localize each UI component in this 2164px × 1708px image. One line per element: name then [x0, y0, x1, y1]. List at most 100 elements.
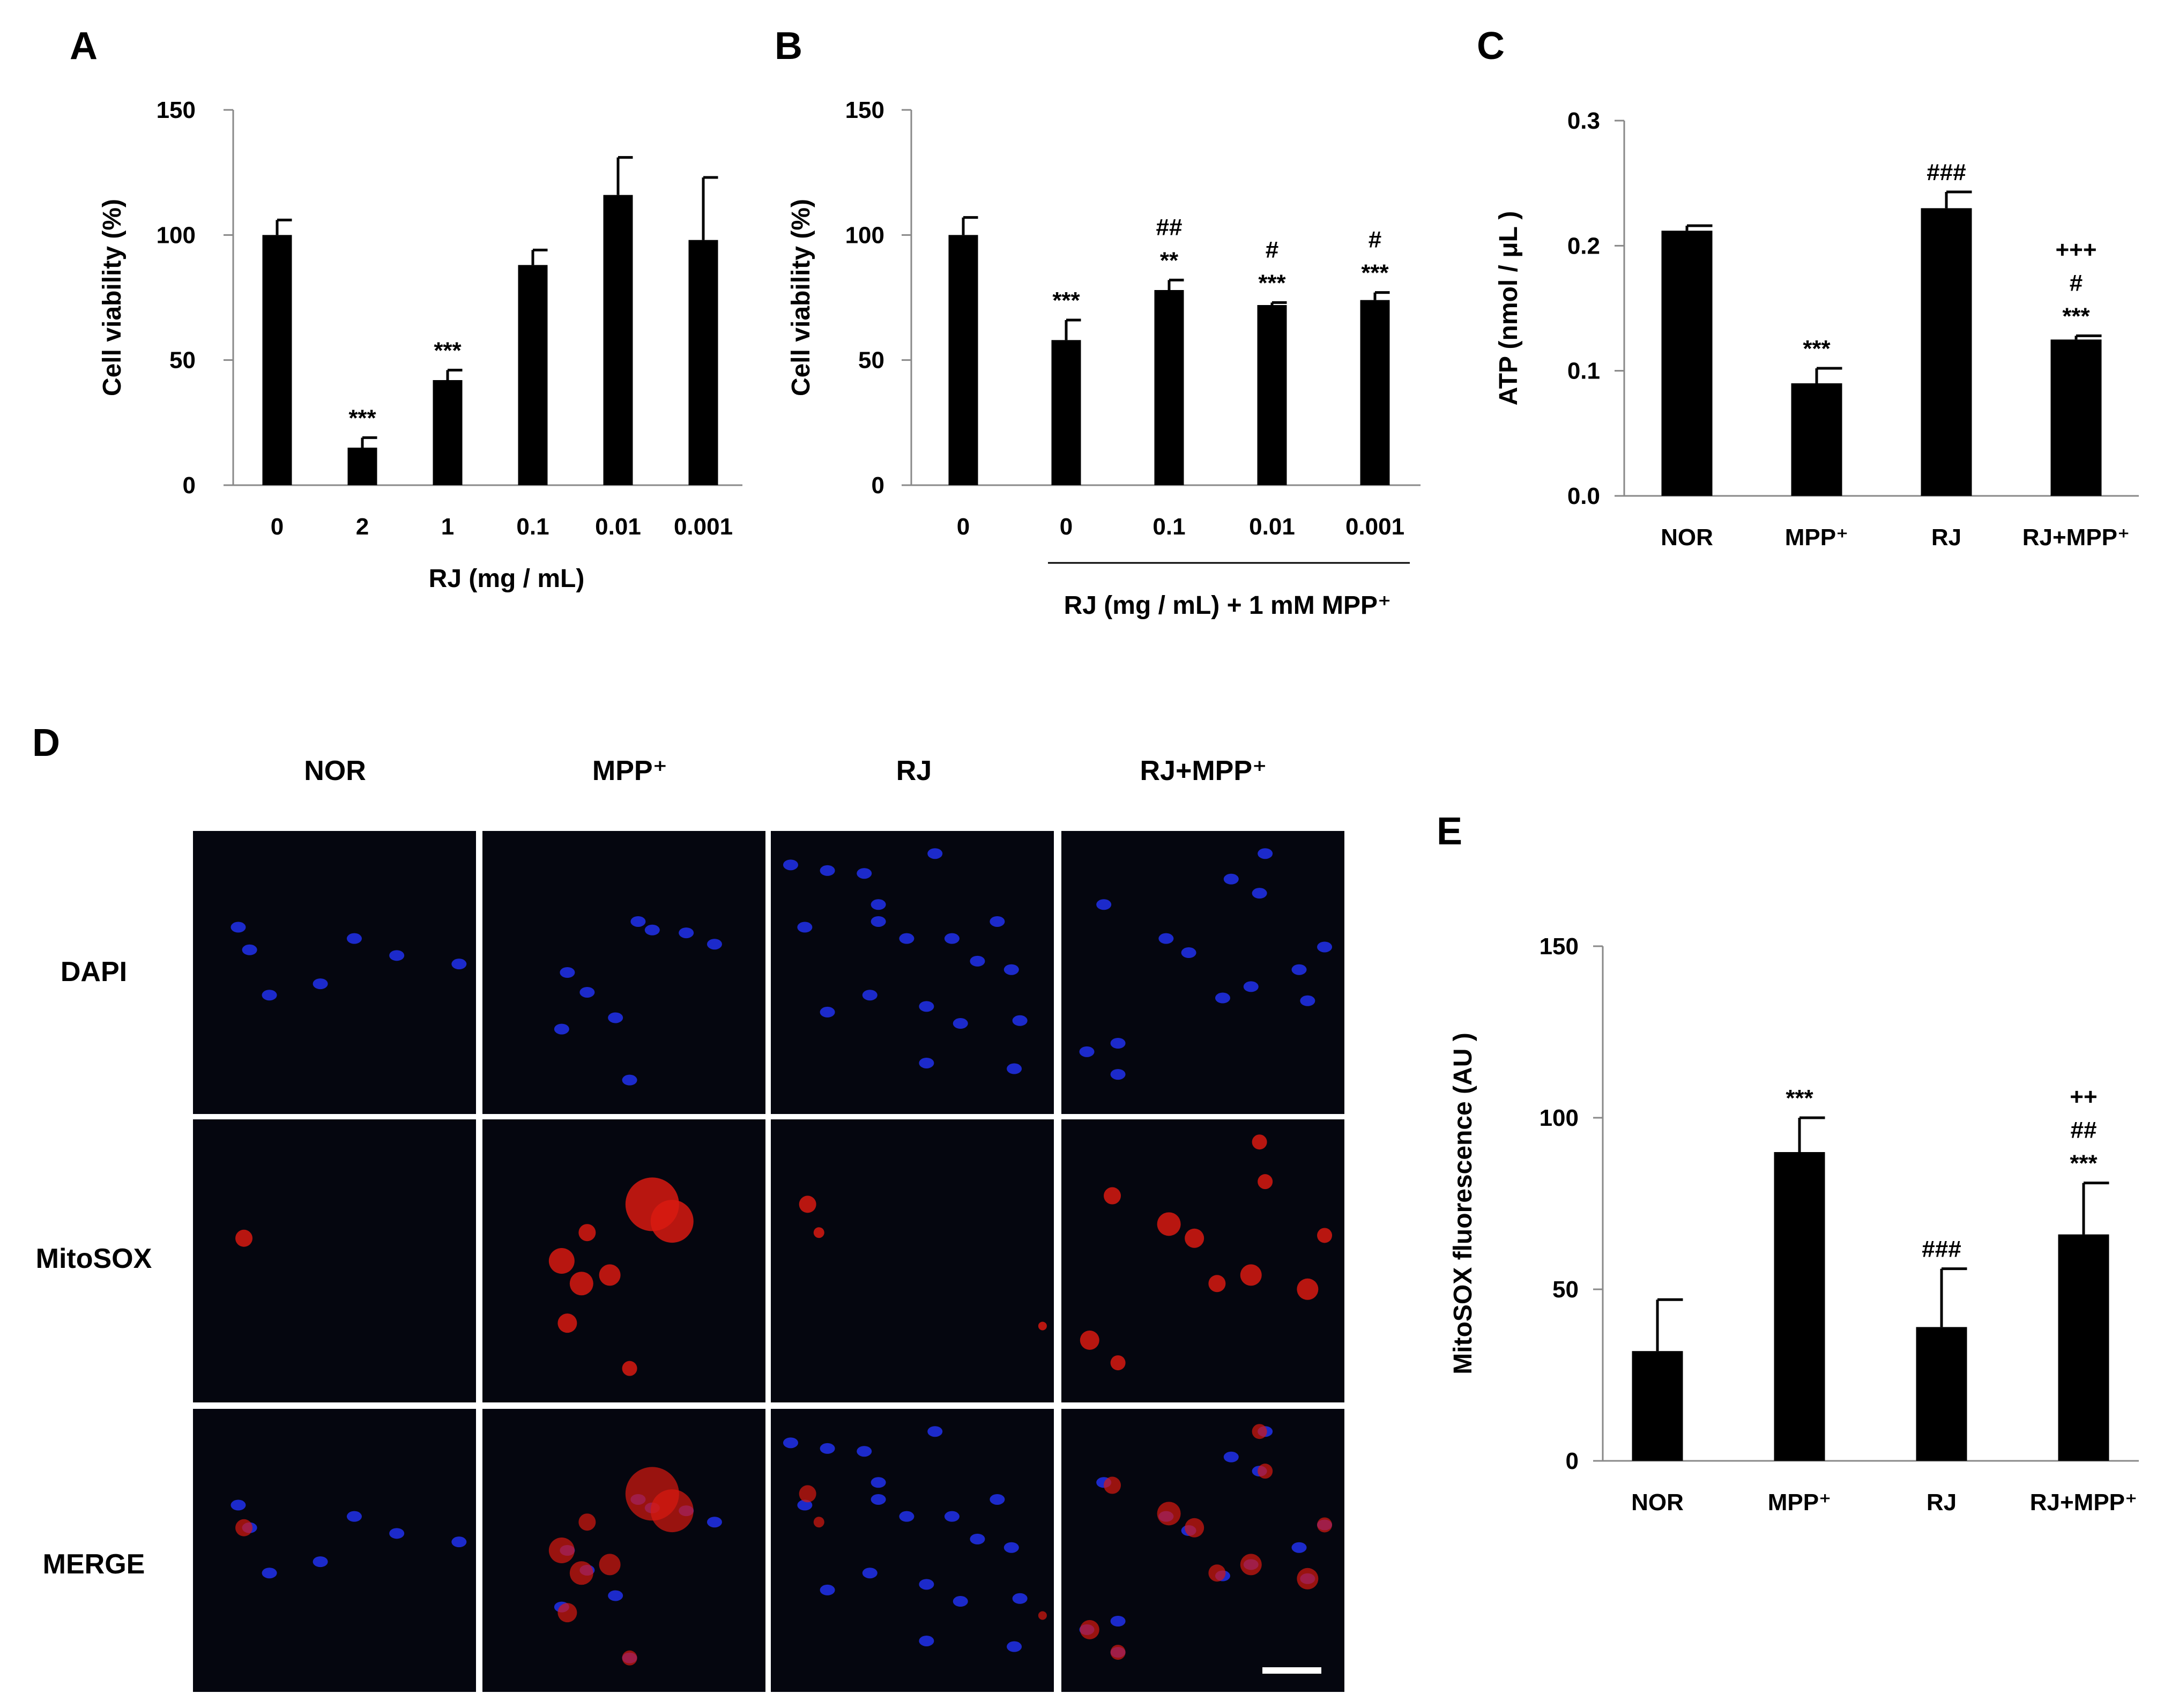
mitosox-signal: [1258, 1464, 1273, 1479]
mitosox-signal: [1185, 1518, 1204, 1538]
dapi-nucleus: [797, 1499, 813, 1511]
bar: [518, 265, 548, 485]
dapi-nucleus: [1096, 899, 1112, 910]
dapi-nucleus: [622, 1074, 637, 1086]
y-tick-label: 50: [858, 347, 884, 374]
dapi-nucleus: [1110, 1038, 1126, 1049]
dapi-nucleus: [560, 967, 575, 978]
dapi-nucleus: [1007, 1063, 1022, 1074]
mitosox-signal: [799, 1485, 816, 1503]
dapi-nucleus: [1223, 873, 1239, 885]
dapi-nucleus: [820, 1443, 835, 1454]
significance-mark: ###: [1922, 1236, 1961, 1263]
bar: [347, 448, 377, 485]
x-tick-label: RJ+MPP⁺: [2030, 1489, 2138, 1516]
dapi-nucleus: [1012, 1015, 1028, 1026]
mitosox-signal: [1038, 1611, 1047, 1620]
dapi-nucleus: [707, 1517, 722, 1528]
x-tick-label: 0: [957, 514, 970, 540]
dapi-nucleus: [1003, 964, 1019, 975]
x-tick-label: RJ+MPP⁺: [2022, 524, 2130, 551]
x-tick-label: RJ: [1931, 524, 1961, 551]
bar: [688, 240, 718, 485]
dapi-nucleus: [797, 922, 813, 933]
dapi-nucleus: [630, 916, 646, 927]
x-tick-label: MPP⁺: [1785, 524, 1849, 551]
significance-mark: +++: [2055, 236, 2096, 263]
x-tick-label: MPP⁺: [1768, 1489, 1832, 1516]
micrograph-column-label: MPP⁺: [592, 755, 667, 786]
bar: [1257, 305, 1287, 485]
dapi-nucleus: [451, 959, 467, 970]
micrograph-tiles: [193, 831, 1344, 1692]
dapi-nucleus: [262, 1568, 277, 1579]
dapi-nucleus: [1252, 888, 1267, 899]
dapi-nucleus: [927, 1426, 943, 1437]
mitosox-signal: [599, 1554, 621, 1576]
mitosox-signal: [813, 1227, 824, 1238]
y-tick-label: 0: [1566, 1448, 1579, 1474]
significance-mark: ***: [434, 337, 462, 363]
dapi-nucleus: [871, 1477, 886, 1488]
mitosox-signal: [569, 1272, 593, 1296]
y-tick-label: 50: [1552, 1276, 1579, 1303]
y-tick-label: 150: [157, 97, 196, 123]
micrograph-tile: [193, 1409, 476, 1692]
mitosox-signal: [1104, 1476, 1121, 1494]
mitosox-signal: [1080, 1620, 1099, 1639]
dapi-nucleus: [944, 1511, 960, 1522]
significance-mark: ##: [1156, 214, 1183, 240]
bar: [2050, 339, 2102, 496]
mitosox-signal: [1208, 1275, 1226, 1293]
y-tick-label: 0.0: [1567, 483, 1600, 509]
micrograph-row-label: MitoSOX: [36, 1243, 152, 1274]
dapi-nucleus: [608, 1590, 623, 1601]
significance-mark: ***: [1258, 270, 1286, 296]
dapi-nucleus: [1223, 1451, 1239, 1462]
mitosox-signal: [1157, 1212, 1181, 1236]
dapi-nucleus: [919, 1001, 934, 1012]
bar: [433, 380, 463, 485]
bar: [1661, 231, 1713, 496]
dapi-nucleus: [1317, 941, 1333, 953]
panel-letter-e: E: [1437, 810, 1462, 853]
dapi-nucleus: [1291, 964, 1307, 975]
mitosox-signal: [622, 1361, 637, 1376]
mitosox-signal: [1240, 1264, 1262, 1286]
y-tick-label: 50: [169, 347, 196, 374]
x-tick-label: 1: [441, 514, 454, 540]
bar: [603, 195, 633, 486]
mitosox-signal: [1258, 1174, 1273, 1190]
group-label: RJ (mg / mL) + 1 mM MPP⁺: [1064, 591, 1392, 620]
dapi-nucleus: [820, 1584, 835, 1595]
x-tick-label: 0.1: [516, 514, 549, 540]
dapi-nucleus: [871, 1494, 886, 1505]
dapi-nucleus: [990, 916, 1005, 927]
mitosox-signal: [1252, 1424, 1267, 1439]
significance-mark: ***: [2062, 303, 2090, 329]
dapi-nucleus: [608, 1012, 623, 1023]
dapi-nucleus: [899, 1511, 914, 1522]
mitosox-signal: [1110, 1355, 1126, 1371]
micrograph-tile: [482, 831, 765, 1114]
bar: [1774, 1152, 1825, 1461]
dapi-nucleus: [389, 950, 405, 961]
significance-mark: ###: [1927, 159, 1966, 185]
dapi-nucleus: [871, 899, 886, 910]
dapi-nucleus: [1110, 1616, 1126, 1627]
significance-mark: ***: [1361, 260, 1389, 286]
micrograph-column-label: RJ: [896, 755, 932, 786]
mitosox-signal: [799, 1195, 816, 1213]
dapi-nucleus: [644, 924, 660, 935]
x-tick-label: 0.1: [1152, 514, 1185, 540]
y-tick-label: 0.3: [1567, 108, 1600, 134]
dapi-nucleus: [242, 944, 257, 955]
y-tick-label: 100: [845, 222, 884, 248]
dapi-nucleus: [230, 922, 246, 933]
micrograph-tile: [193, 831, 476, 1114]
significance-mark: ***: [348, 405, 376, 431]
mitosox-signal: [1297, 1278, 1319, 1300]
y-tick-label: 0: [872, 472, 884, 499]
dapi-nucleus: [313, 1556, 328, 1568]
